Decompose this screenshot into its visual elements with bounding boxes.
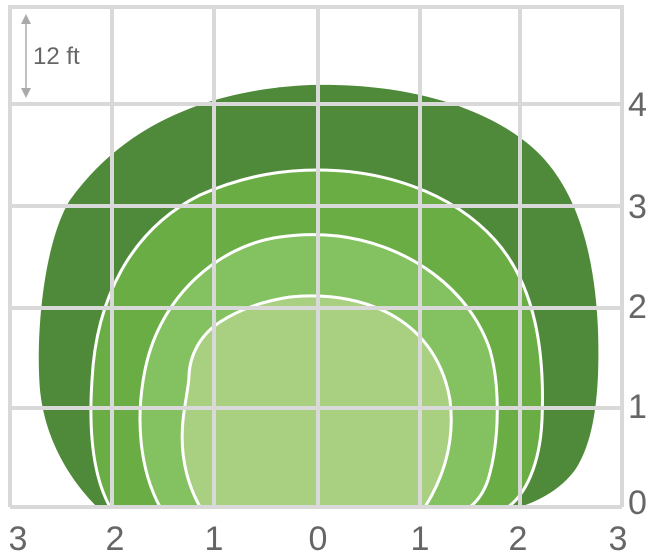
y-tick-label: 3 xyxy=(628,188,647,226)
x-axis-labels: 3 2 1 0 1 2 3 xyxy=(9,520,628,557)
scale-arrow-head-top xyxy=(21,14,31,24)
x-tick-label: 1 xyxy=(205,520,224,557)
y-tick-label: 0 xyxy=(628,484,647,522)
scale-arrow-head-bottom xyxy=(21,88,31,98)
x-tick-label: 3 xyxy=(609,520,628,557)
x-tick-label: 0 xyxy=(309,520,328,557)
x-tick-label: 1 xyxy=(411,520,430,557)
y-tick-label: 1 xyxy=(628,388,647,426)
scale-indicator: 12 ft xyxy=(21,14,80,98)
scale-label: 12 ft xyxy=(33,43,80,70)
grid-lines xyxy=(8,5,624,509)
y-tick-label: 4 xyxy=(628,86,647,124)
y-axis-labels: 0 1 2 3 4 xyxy=(628,86,647,522)
y-tick-label: 2 xyxy=(628,288,647,326)
x-tick-label: 3 xyxy=(9,520,28,557)
x-tick-label: 2 xyxy=(106,520,125,557)
x-tick-label: 2 xyxy=(509,520,528,557)
